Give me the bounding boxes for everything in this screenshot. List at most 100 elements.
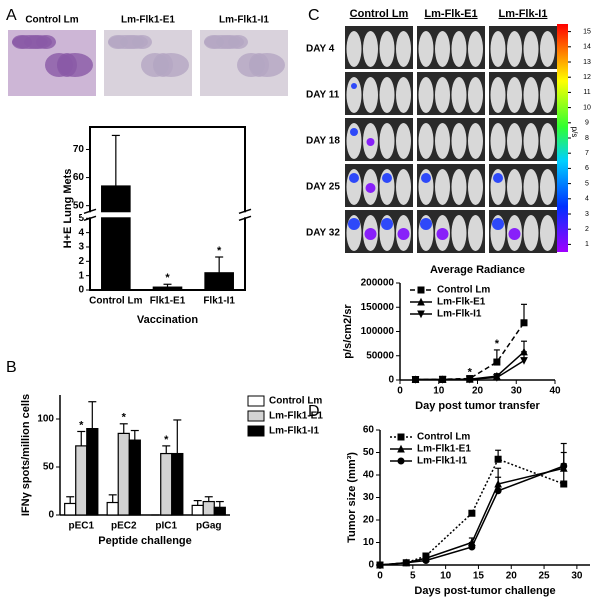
marker — [376, 561, 384, 569]
scale-tick-label: 9 — [585, 120, 589, 127]
tissue — [228, 35, 248, 49]
y-tick-label: 150000 — [361, 302, 395, 313]
x-tick-label: 10 — [440, 571, 452, 582]
scale-tick-label: 15 — [583, 28, 591, 35]
bar — [86, 428, 99, 516]
signal — [382, 173, 392, 183]
marker — [468, 509, 476, 517]
x-tick-label: 20 — [506, 571, 518, 582]
legend-label: Lm-Flk1-I1 — [417, 456, 467, 467]
row-label: DAY 4 — [306, 44, 335, 55]
marker — [493, 374, 501, 382]
legend-marker — [417, 286, 425, 294]
mouse — [490, 31, 506, 67]
signal — [493, 173, 503, 183]
bar — [191, 504, 204, 516]
y-tick-label: 4 — [78, 227, 84, 238]
mouse — [490, 77, 506, 113]
signal — [508, 228, 521, 240]
signal — [350, 128, 358, 136]
image-label: Lm-Flk1-E1 — [121, 15, 175, 26]
bar — [117, 432, 130, 516]
tissue — [132, 35, 152, 49]
legend-label: Control Lm — [437, 285, 490, 296]
y-axis-label: H+E Lung Mets — [62, 169, 74, 249]
legend-label: Lm-Flk-E1 — [437, 297, 486, 308]
image-label: Control Lm — [25, 15, 78, 26]
scale-tick-label: 8 — [585, 135, 589, 142]
bar — [152, 286, 183, 291]
image-label: Lm-Flk1-I1 — [219, 15, 269, 26]
mouse — [396, 31, 411, 67]
mouse — [451, 215, 467, 251]
marker — [411, 376, 420, 384]
y-tick-label: 50 — [43, 462, 55, 473]
x-tick-label: 10 — [433, 386, 445, 397]
x-tick-label: pEC2 — [111, 521, 137, 532]
mouse — [435, 123, 450, 159]
mouse — [418, 31, 434, 67]
y-axis-label: p/s/cm2/sr — [342, 304, 354, 359]
x-tick-label: pEC1 — [68, 521, 94, 532]
scale-tick-label: 14 — [583, 44, 591, 51]
line — [379, 465, 565, 566]
mouse — [435, 169, 450, 205]
y-tick-label: 0 — [48, 510, 54, 521]
mouse — [396, 77, 411, 113]
x-tick-label: 5 — [410, 571, 416, 582]
row-label: DAY 32 — [306, 228, 340, 239]
marker — [560, 480, 568, 488]
mouse — [435, 77, 450, 113]
mouse — [396, 123, 411, 159]
x-tick-label: 30 — [511, 386, 523, 397]
legend-marker — [397, 444, 405, 453]
signal — [421, 173, 431, 183]
bar — [204, 272, 234, 291]
mouse — [363, 77, 378, 113]
marker — [422, 557, 430, 564]
x-tick-label: pGag — [196, 521, 222, 532]
legend-marker — [417, 310, 425, 319]
row-label: DAY 18 — [306, 136, 340, 147]
mouse — [451, 169, 467, 205]
mouse — [523, 123, 539, 159]
mouse — [468, 215, 483, 251]
y-tick-label: 0 — [388, 375, 394, 386]
bar — [64, 502, 77, 516]
signal — [349, 173, 359, 183]
chart-title: Average Radiance — [430, 264, 525, 276]
marker — [494, 487, 502, 495]
mouse — [418, 123, 434, 159]
marker — [468, 543, 476, 551]
row-label: DAY 25 — [306, 182, 340, 193]
legend-swatch — [247, 425, 265, 437]
signal — [348, 218, 360, 230]
signal — [366, 138, 375, 146]
y-tick-label: 10 — [363, 537, 375, 548]
signal — [397, 228, 410, 240]
y-axis-label: IFNγ spots/million cells — [20, 394, 32, 516]
scale-tick-label: 11 — [583, 89, 590, 96]
annotation: * — [164, 434, 169, 446]
x-axis-label: Day post tumor transfer — [415, 400, 540, 412]
x-tick-label: 0 — [377, 571, 383, 582]
y-tick-label: 40 — [363, 470, 375, 481]
mouse — [468, 77, 483, 113]
x-tick-label: pIC1 — [155, 521, 177, 532]
y-tick-label: 50000 — [366, 350, 394, 361]
marker — [560, 462, 568, 470]
signal — [492, 218, 504, 230]
bar — [171, 452, 184, 516]
annotation: * — [79, 419, 84, 431]
break-mark — [238, 208, 252, 214]
tissue — [36, 35, 56, 49]
marker — [465, 375, 474, 384]
annotation: * — [165, 272, 170, 284]
mouse — [523, 31, 539, 67]
mouse — [435, 31, 450, 67]
mouse — [540, 123, 555, 159]
mouse — [379, 123, 395, 159]
signal — [381, 218, 393, 230]
y-tick-label: 200000 — [361, 278, 395, 289]
legend-swatch — [247, 410, 265, 422]
